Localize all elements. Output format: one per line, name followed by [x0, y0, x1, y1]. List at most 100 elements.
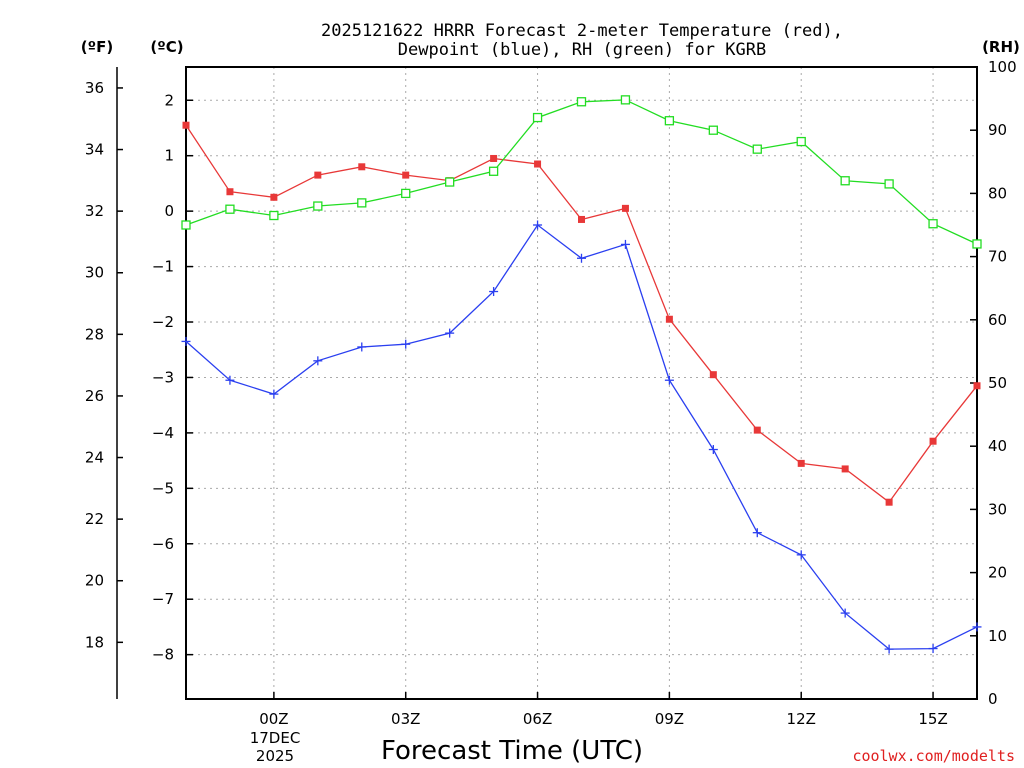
- dewpoint-point: [357, 342, 367, 352]
- rh-point: [445, 177, 455, 187]
- tick-label-x: 15Z: [918, 710, 947, 728]
- date-label-day: 17DEC: [250, 729, 301, 747]
- tick-label-c: 1: [164, 147, 174, 165]
- chart-title-line1: 2025121622 HRRR Forecast 2-meter Tempera…: [321, 21, 843, 41]
- tick-label-f: 20: [85, 572, 104, 590]
- temperature-point: [797, 459, 805, 467]
- dewpoint-point: [181, 336, 191, 346]
- dewpoint-point: [225, 375, 235, 385]
- temperature-point: [665, 315, 673, 323]
- tick-label-rh: 100: [988, 58, 1017, 76]
- temperature-point: [490, 154, 498, 162]
- tick-label-rh: 90: [988, 121, 1007, 139]
- rh-point: [796, 136, 806, 147]
- dewpoint-point: [840, 608, 850, 618]
- temperature-point: [885, 498, 893, 506]
- tick-label-x: 03Z: [391, 710, 420, 728]
- temperature-point: [270, 193, 278, 201]
- tick-label-x: 00Z: [259, 710, 288, 728]
- rh-point: [488, 166, 499, 176]
- dewpoint-point: [533, 220, 543, 230]
- dewpoint-point: [445, 328, 455, 338]
- rh-point: [708, 125, 718, 135]
- tick-label-rh: 10: [988, 627, 1007, 645]
- tick-label-c: 2: [164, 91, 174, 109]
- series-group: [181, 95, 982, 654]
- temperature-point: [753, 426, 761, 434]
- credit-link[interactable]: coolwx.com/modelts: [852, 747, 1015, 765]
- tick-label-c: −6: [152, 535, 174, 553]
- x-axis-title: Forecast Time (UTC): [381, 736, 643, 766]
- dewpoint-point: [489, 287, 499, 297]
- dewpoint-point: [796, 550, 806, 560]
- tick-label-c: −4: [152, 424, 174, 442]
- tick-label-f: 30: [85, 264, 104, 282]
- rh-point: [269, 210, 279, 221]
- rh-point: [401, 188, 411, 199]
- temperature-point: [973, 382, 981, 390]
- tick-label-rh: 30: [988, 500, 1007, 518]
- rh-point: [928, 219, 938, 229]
- temperature-point: [709, 371, 717, 379]
- dewpoint-point: [928, 644, 938, 654]
- tick-label-c: −3: [152, 368, 174, 386]
- dewpoint-point: [708, 445, 718, 455]
- temperature-point: [929, 437, 937, 445]
- rh-point: [884, 179, 894, 189]
- tick-label-c: −2: [152, 313, 174, 331]
- tick-label-f: 36: [85, 79, 104, 97]
- temperature-point: [314, 171, 322, 179]
- rh-point: [576, 97, 587, 107]
- tick-label-rh: 80: [988, 184, 1007, 202]
- rh-point: [532, 112, 543, 123]
- tick-label-x: 09Z: [655, 710, 684, 728]
- tick-label-c: −5: [152, 479, 174, 497]
- unit-rh-label: (RH): [982, 38, 1020, 56]
- rh-point: [181, 220, 191, 230]
- temperature-point: [182, 121, 190, 129]
- plot-frame: [185, 66, 978, 700]
- dewpoint-point: [620, 239, 630, 249]
- tick-label-rh: 40: [988, 437, 1007, 455]
- temperature-point: [841, 465, 849, 473]
- tick-label-f: 22: [85, 510, 104, 528]
- grid: [186, 67, 977, 699]
- rh-point: [752, 144, 762, 154]
- rh-point: [357, 198, 367, 208]
- dewpoint-point: [884, 644, 894, 654]
- temperature-point: [621, 204, 629, 212]
- tick-label-c: 0: [164, 202, 174, 220]
- tick-label-c: −8: [152, 646, 174, 664]
- rh-point: [313, 201, 323, 211]
- tick-label-rh: 20: [988, 564, 1007, 582]
- dewpoint-point: [577, 253, 586, 263]
- tick-label-x: 12Z: [787, 710, 816, 728]
- dewpoint-point: [664, 375, 674, 385]
- temperature-point: [578, 215, 585, 223]
- rh-point: [664, 116, 675, 126]
- dewpoint-point: [401, 339, 411, 349]
- dewpoint-point: [313, 356, 323, 366]
- tick-label-f: 26: [85, 387, 104, 405]
- temperature-point: [226, 188, 234, 196]
- tick-label-f: 32: [85, 202, 104, 220]
- tick-label-f: 18: [85, 633, 104, 651]
- tick-label-rh: 0: [988, 690, 998, 708]
- chart-title-line2: Dewpoint (blue), RH (green) for KGRB: [398, 40, 766, 60]
- tick-label-f: 28: [85, 325, 104, 343]
- tick-label-f: 34: [85, 141, 104, 159]
- unit-fahrenheit-label: (ºF): [81, 38, 113, 56]
- tick-label-c: −7: [152, 590, 174, 608]
- tick-label-x: 06Z: [523, 710, 552, 728]
- rh-point: [225, 204, 235, 214]
- tick-label-f: 24: [85, 449, 104, 467]
- tick-label-rh: 70: [988, 248, 1007, 266]
- date-label-year: 2025: [256, 747, 294, 765]
- temperature-point: [534, 160, 542, 168]
- rh-point: [972, 239, 982, 249]
- axes: [116, 66, 978, 700]
- temperature-point: [402, 171, 410, 179]
- temperature-point: [358, 163, 366, 171]
- unit-celsius-label: (ºC): [150, 38, 183, 56]
